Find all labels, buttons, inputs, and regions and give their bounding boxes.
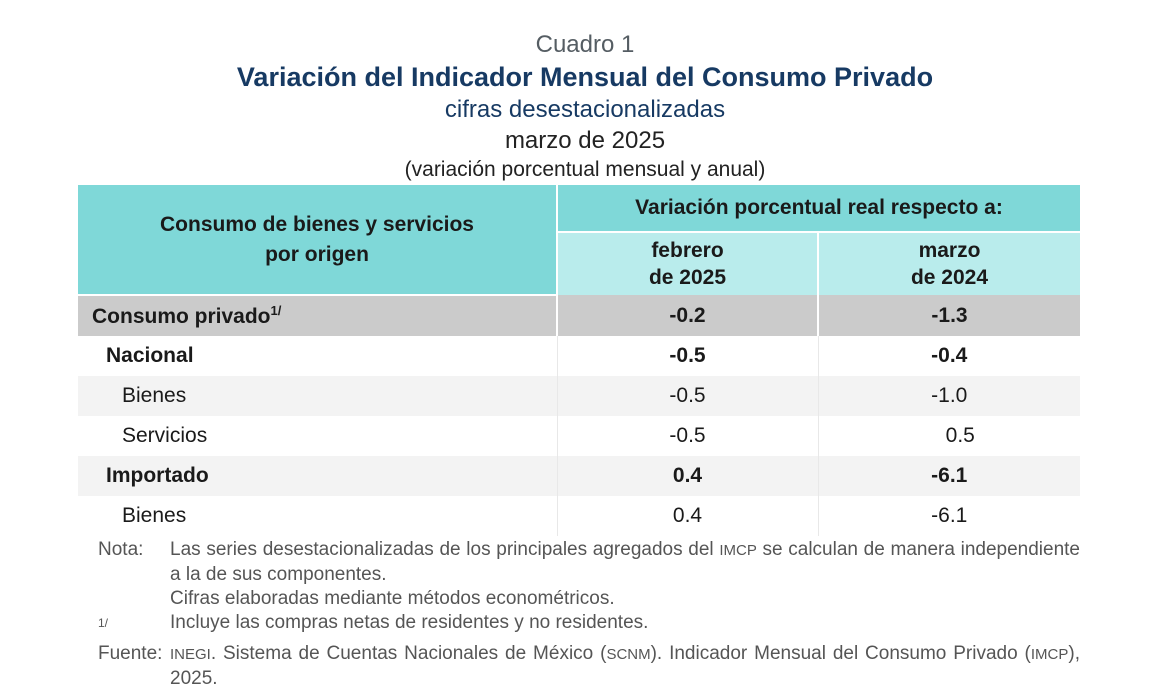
row-label: Nacional (78, 336, 558, 376)
header-row-sub: febrero de 2025 marzo de 2024 (78, 232, 1080, 295)
monthly-value: -0.2 (557, 295, 819, 336)
row-label: Bienes (78, 496, 558, 536)
col-header-annual: marzo de 2024 (818, 232, 1080, 295)
row-header-line2: por origen (265, 242, 369, 266)
header-row-top: Consumo de bienes y servicios por origen… (78, 185, 1080, 296)
row-header-cell: Consumo de bienes y servicios por origen (78, 185, 558, 296)
row-label: Bienes (78, 376, 558, 416)
table-row: Consumo privado1/ -0.2 -1.3 (78, 295, 1080, 336)
table-period: marzo de 2025 (504, 127, 666, 154)
row-header-line1: Consumo de bienes y servicios (160, 212, 474, 236)
table-units: (variación porcentual mensual y anual) (404, 158, 766, 181)
note-row: Cifras elaboradas mediante métodos econo… (98, 587, 1080, 611)
source-label: Fuente: (98, 643, 163, 664)
annual-value: -1.0 (818, 376, 1080, 416)
source-text: INEGI. Sistema de Cuentas Nacionales de … (170, 643, 1080, 689)
col1-line2: de 2025 (648, 266, 727, 289)
col-header-monthly: febrero de 2025 (557, 232, 819, 295)
monthly-value: 0.4 (557, 456, 819, 496)
table-row: Nacional -0.5 -0.4 (78, 336, 1080, 376)
footnote-text: Incluye las compras netas de residentes … (170, 612, 649, 633)
table-row: Bienes 0.4 -6.1 (78, 496, 1080, 536)
note-text-2: Cifras elaboradas mediante métodos econo… (170, 588, 615, 609)
note-label: Nota: (98, 539, 144, 560)
title-block: Cuadro 1 Variación del Indicador Mensual… (0, 30, 1170, 183)
table-title: Variación del Indicador Mensual del Cons… (236, 62, 934, 92)
table-number: Cuadro 1 (535, 31, 635, 58)
monthly-value: -0.5 (557, 376, 819, 416)
col2-line1: marzo (918, 239, 981, 262)
note-row: Nota: Las series desestacionalizadas de … (98, 538, 1080, 587)
data-table: Consumo de bienes y servicios por origen… (78, 185, 1080, 536)
row-label: Servicios (78, 416, 558, 456)
row-label: Consumo privado1/ (78, 295, 558, 336)
note-text: Las series desestacionalizadas de los pr… (170, 539, 1080, 585)
annual-value: -1.3 (818, 295, 1080, 336)
annual-value: -6.1 (818, 456, 1080, 496)
annual-value: 0.5 (818, 416, 1080, 456)
monthly-value: -0.5 (557, 336, 819, 376)
annual-value: -0.4 (818, 336, 1080, 376)
col1-line1: febrero (651, 239, 724, 262)
notes-block: Nota: Las series desestacionalizadas de … (98, 538, 1080, 691)
footnote-row: 1/ Incluye las compras netas de resident… (98, 611, 1080, 642)
table-row: Bienes -0.5 -1.0 (78, 376, 1080, 416)
footnote-mark: 1/ (98, 616, 109, 630)
table-subtitle: cifras desestacionalizadas (444, 96, 726, 123)
source-row: Fuente: INEGI. Sistema de Cuentas Nacion… (98, 642, 1080, 691)
table-row: Servicios -0.5 0.5 (78, 416, 1080, 456)
table-row: Importado 0.4 -6.1 (78, 456, 1080, 496)
annual-value: -6.1 (818, 496, 1080, 536)
row-label: Importado (78, 456, 558, 496)
col2-line2: de 2024 (910, 266, 989, 289)
group-header: Variación porcentual real respecto a: (557, 185, 1080, 233)
monthly-value: 0.4 (557, 496, 819, 536)
monthly-value: -0.5 (557, 416, 819, 456)
footnote-ref: 1/ (270, 303, 282, 318)
